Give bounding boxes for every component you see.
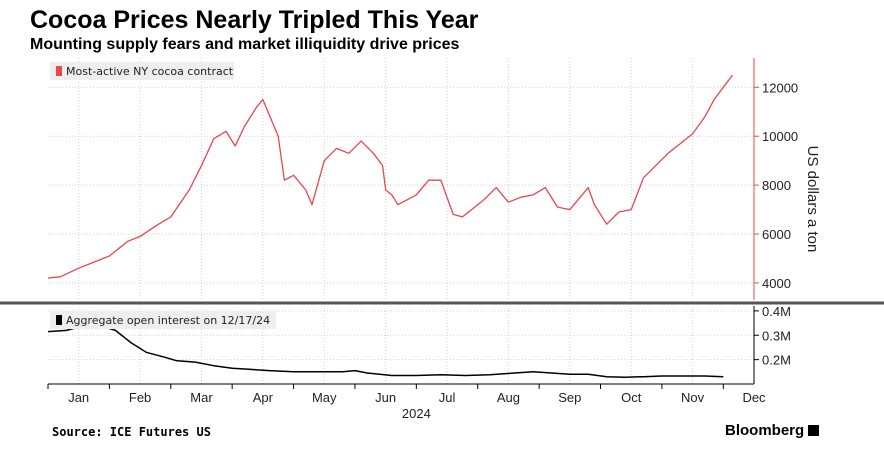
x-tick-label: Jan bbox=[68, 390, 89, 405]
x-tick-label: Mar bbox=[190, 390, 213, 405]
chart-subtitle: Mounting supply fears and market illiqui… bbox=[30, 36, 460, 53]
brand-name: Bloomberg bbox=[725, 422, 805, 439]
chart-title: Cocoa Prices Nearly Tripled This Year bbox=[30, 6, 479, 34]
x-tick-label: Sep bbox=[558, 390, 581, 405]
brand-logo: Bloomberg bbox=[725, 422, 820, 439]
price-y-axis-label: US dollars a ton bbox=[804, 146, 821, 253]
x-tick-label: May bbox=[312, 390, 337, 405]
price-legend-swatch bbox=[56, 66, 62, 76]
price-ytick-label: 8000 bbox=[762, 178, 791, 193]
oi-series-line bbox=[47, 324, 724, 378]
x-tick-label: Aug bbox=[497, 390, 520, 405]
x-tick-label: Oct bbox=[621, 390, 642, 405]
oi-legend-label: Aggregate open interest on 12/17/24 bbox=[66, 314, 270, 327]
oi-legend-swatch bbox=[56, 315, 62, 325]
price-series-line bbox=[47, 74, 734, 279]
price-ytick-label: 12000 bbox=[762, 80, 798, 95]
oi-ytick-label: 0.3M bbox=[762, 328, 791, 343]
price-ytick-label: 10000 bbox=[762, 129, 798, 144]
x-tick-label: Feb bbox=[129, 390, 151, 405]
price-ytick-label: 6000 bbox=[762, 227, 791, 242]
oi-ytick-label: 0.2M bbox=[762, 353, 791, 368]
x-tick-label: Jul bbox=[439, 390, 456, 405]
price-legend-label: Most-active NY cocoa contract bbox=[66, 65, 234, 78]
x-year-label: 2024 bbox=[402, 406, 431, 421]
source-note: Source: ICE Futures US bbox=[52, 425, 211, 439]
terminal-icon bbox=[808, 425, 820, 436]
price-ytick-label: 4000 bbox=[762, 276, 791, 291]
x-tick-label: Dec bbox=[742, 390, 766, 405]
x-tick-label: Apr bbox=[253, 390, 274, 405]
price-legend-box bbox=[50, 62, 234, 80]
x-tick-label: Jun bbox=[375, 390, 396, 405]
x-tick-label: Nov bbox=[681, 390, 705, 405]
oi-ytick-label: 0.4M bbox=[762, 304, 791, 319]
oi-legend-box bbox=[50, 311, 276, 329]
